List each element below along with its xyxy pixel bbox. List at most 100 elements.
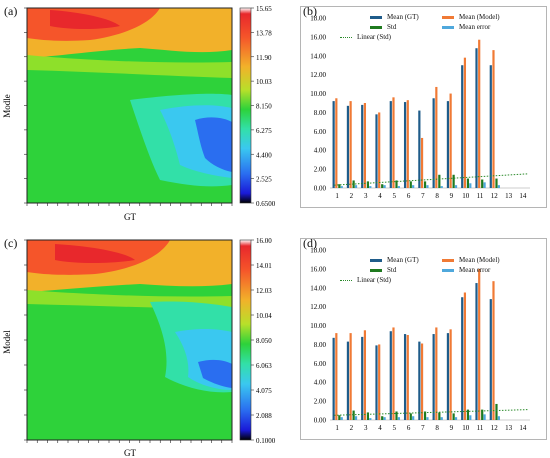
bar-chart-b-bar-mean-error (483, 182, 486, 188)
bar-chart-d-bar-std (409, 413, 412, 420)
bar-chart-b-bar-mean-error (397, 186, 400, 188)
bar-chart-d-bar-mean-error (340, 417, 343, 420)
bar-chart-d-bar-mean-model- (435, 327, 438, 420)
bar-chart-d-ytick-label: 0.00 (314, 417, 327, 425)
bar-chart-b-bar-mean-gt- (403, 102, 407, 188)
legend-d-std: Std (387, 266, 397, 274)
bar-chart-d-bar-mean-model- (420, 343, 424, 420)
bar-chart-d-bar-std (481, 409, 484, 420)
legend-b-mean-gt: Mean (GT) (387, 13, 419, 21)
bar-chart-b-xtick-label: 14 (519, 192, 527, 200)
legend-d-swatch-linear (340, 279, 352, 281)
bar-chart-d-legend: Mean (GT) Mean (Model) Std Mean error Li… (340, 255, 514, 285)
bar-chart-d-bar-mean-error (369, 418, 372, 420)
bar-chart-d-xtick-label: 7 (421, 424, 425, 432)
bar-chart-b-bar-mean-error (440, 186, 443, 188)
bar-chart-d-ytick-label: 4.00 (314, 379, 327, 387)
bar-chart-b-bar-mean-model- (492, 50, 495, 188)
colorbar-a-tick-label: 8.150 (256, 103, 272, 111)
bar-chart-b-xtick-label: 3 (364, 192, 368, 200)
bar-chart-b-bar-mean-error (412, 185, 415, 188)
bar-chart-b-bar-mean-gt- (475, 48, 478, 188)
bar-chart-b-xtick-label: 6 (407, 192, 411, 200)
colorbar-c-tick-label: 12.03 (256, 287, 272, 295)
bar-chart-b-bar-mean-model- (420, 137, 424, 188)
colorbar-a-tick-label: 6.275 (256, 127, 272, 135)
bar-chart-d-ytick-label: 16.00 (310, 265, 326, 273)
bar-chart-b-bar-mean-gt- (446, 101, 450, 188)
bar-chart-b-bar-std (466, 178, 470, 188)
legend-b-swatch-mean-error (442, 25, 454, 29)
bar-chart-d-bar-mean-error (397, 417, 400, 420)
heatmap-c-xlabel: GT (124, 448, 136, 457)
bar-chart-b-xtick-label: 10 (462, 192, 470, 200)
bar-chart-b-bar-mean-model- (378, 112, 381, 188)
bar-chart-b-bar-std (481, 179, 484, 188)
bar-chart-b-ytick-label: 14.00 (310, 52, 326, 60)
bar-chart-d-ytick-label: 6.00 (314, 360, 327, 368)
bar-chart-d-xtick-label: 2 (350, 424, 354, 432)
legend-b-swatch-mean-gt (370, 15, 382, 19)
heatmap-a-xlabel: GT (124, 212, 136, 222)
legend-b-mean-error: Mean error (459, 23, 491, 31)
bar-chart-b-xtick-label: 2 (350, 192, 354, 200)
bar-chart-b-xtick-label: 8 (435, 192, 439, 200)
bar-chart-b-xtick-label: 9 (450, 192, 454, 200)
bar-chart-b-bar-mean-gt- (346, 105, 350, 188)
legend-d-swatch-std (370, 268, 382, 272)
bar-chart-d-bar-mean-gt- (418, 341, 421, 420)
bar-chart-b-trend-line (333, 173, 529, 186)
bar-chart-d-ytick-label: 18.00 (310, 247, 326, 255)
bar-chart-b-bar-std (352, 180, 355, 188)
bar-chart-b-bar-mean-error (426, 185, 429, 188)
bar-chart-d-bar-std (466, 409, 470, 420)
bar-chart-d-bar-std (495, 403, 498, 420)
bar-chart-b-ytick-label: 8.00 (314, 109, 327, 117)
bar-chart-b-bar-mean-model- (406, 100, 409, 188)
bar-chart-d-bar-std (423, 411, 427, 420)
bar-chart-d-bar-mean-error (440, 417, 443, 420)
bar-chart-b-bar-mean-model- (392, 97, 395, 188)
colorbar-a-tick-label: 11.90 (256, 54, 272, 62)
colorbar-c-tick-label: 16.00 (256, 237, 272, 245)
legend-b-swatch-std (370, 25, 382, 29)
bar-chart-d: 18.0016.0014.0012.0010.008.006.004.002.0… (310, 247, 530, 432)
legend-d-mean-error: Mean error (459, 266, 491, 274)
bar-chart-b-bar-std (423, 181, 427, 188)
bar-chart-b-bar-mean-gt- (332, 101, 335, 188)
bar-chart-d-bar-mean-error (483, 414, 486, 420)
bar-chart-d-ytick-label: 8.00 (314, 341, 327, 349)
bar-chart-b-xtick-label: 1 (335, 192, 339, 200)
bar-chart-b-ytick-label: 10.00 (310, 90, 326, 98)
bar-chart-b-legend: Mean (GT) Mean (Model) Std Mean error Li… (340, 12, 514, 42)
bar-chart-d-bar-mean-gt- (361, 336, 364, 420)
colorbar-a-tick-label: 4.400 (256, 151, 272, 159)
bar-chart-d-bar-mean-gt- (446, 333, 450, 420)
heatmap-a-hot-core (50, 10, 120, 29)
bar-chart-d-bar-mean-error (469, 415, 472, 420)
bar-chart-d-bar-mean-model- (449, 329, 452, 420)
bar-chart-d-xtick-label: 13 (505, 424, 513, 432)
heatmap-c-ylabel: Model (2, 330, 12, 354)
bar-chart-d-xtick-label: 11 (477, 424, 484, 432)
bar-chart-b-bar-std (495, 178, 498, 188)
bar-chart-d-bar-mean-gt- (432, 334, 435, 420)
colorbar-c-tick-label: 2.088 (256, 412, 272, 420)
bar-chart-b-bar-mean-gt- (461, 65, 464, 188)
bar-chart-b-xtick-label: 5 (393, 192, 397, 200)
bar-chart-d-bar-mean-model- (349, 333, 352, 420)
bar-chart-d-bar-mean-gt- (375, 345, 378, 420)
bar-chart-b-bar-mean-model- (363, 103, 367, 188)
colorbar-a-tick-label: 10.03 (256, 78, 272, 86)
bar-chart-b-bar-mean-model- (349, 101, 352, 188)
panel-a-label: (a) (4, 4, 18, 18)
heatmap-a-ylabel: Modle (2, 94, 12, 118)
bar-chart-d-bar-mean-model- (363, 330, 367, 420)
bar-chart-d-bar-mean-error (426, 417, 429, 420)
colorbar-c-tick-label: 14.01 (256, 262, 272, 270)
bar-chart-b-bar-mean-error (340, 186, 343, 188)
bar-chart-d-bar-mean-model- (406, 335, 409, 420)
colorbar-a-tick-label: 0.6500 (256, 200, 276, 208)
bar-chart-b-bar-mean-error (354, 185, 358, 188)
legend-b-swatch-mean-model (442, 15, 454, 19)
